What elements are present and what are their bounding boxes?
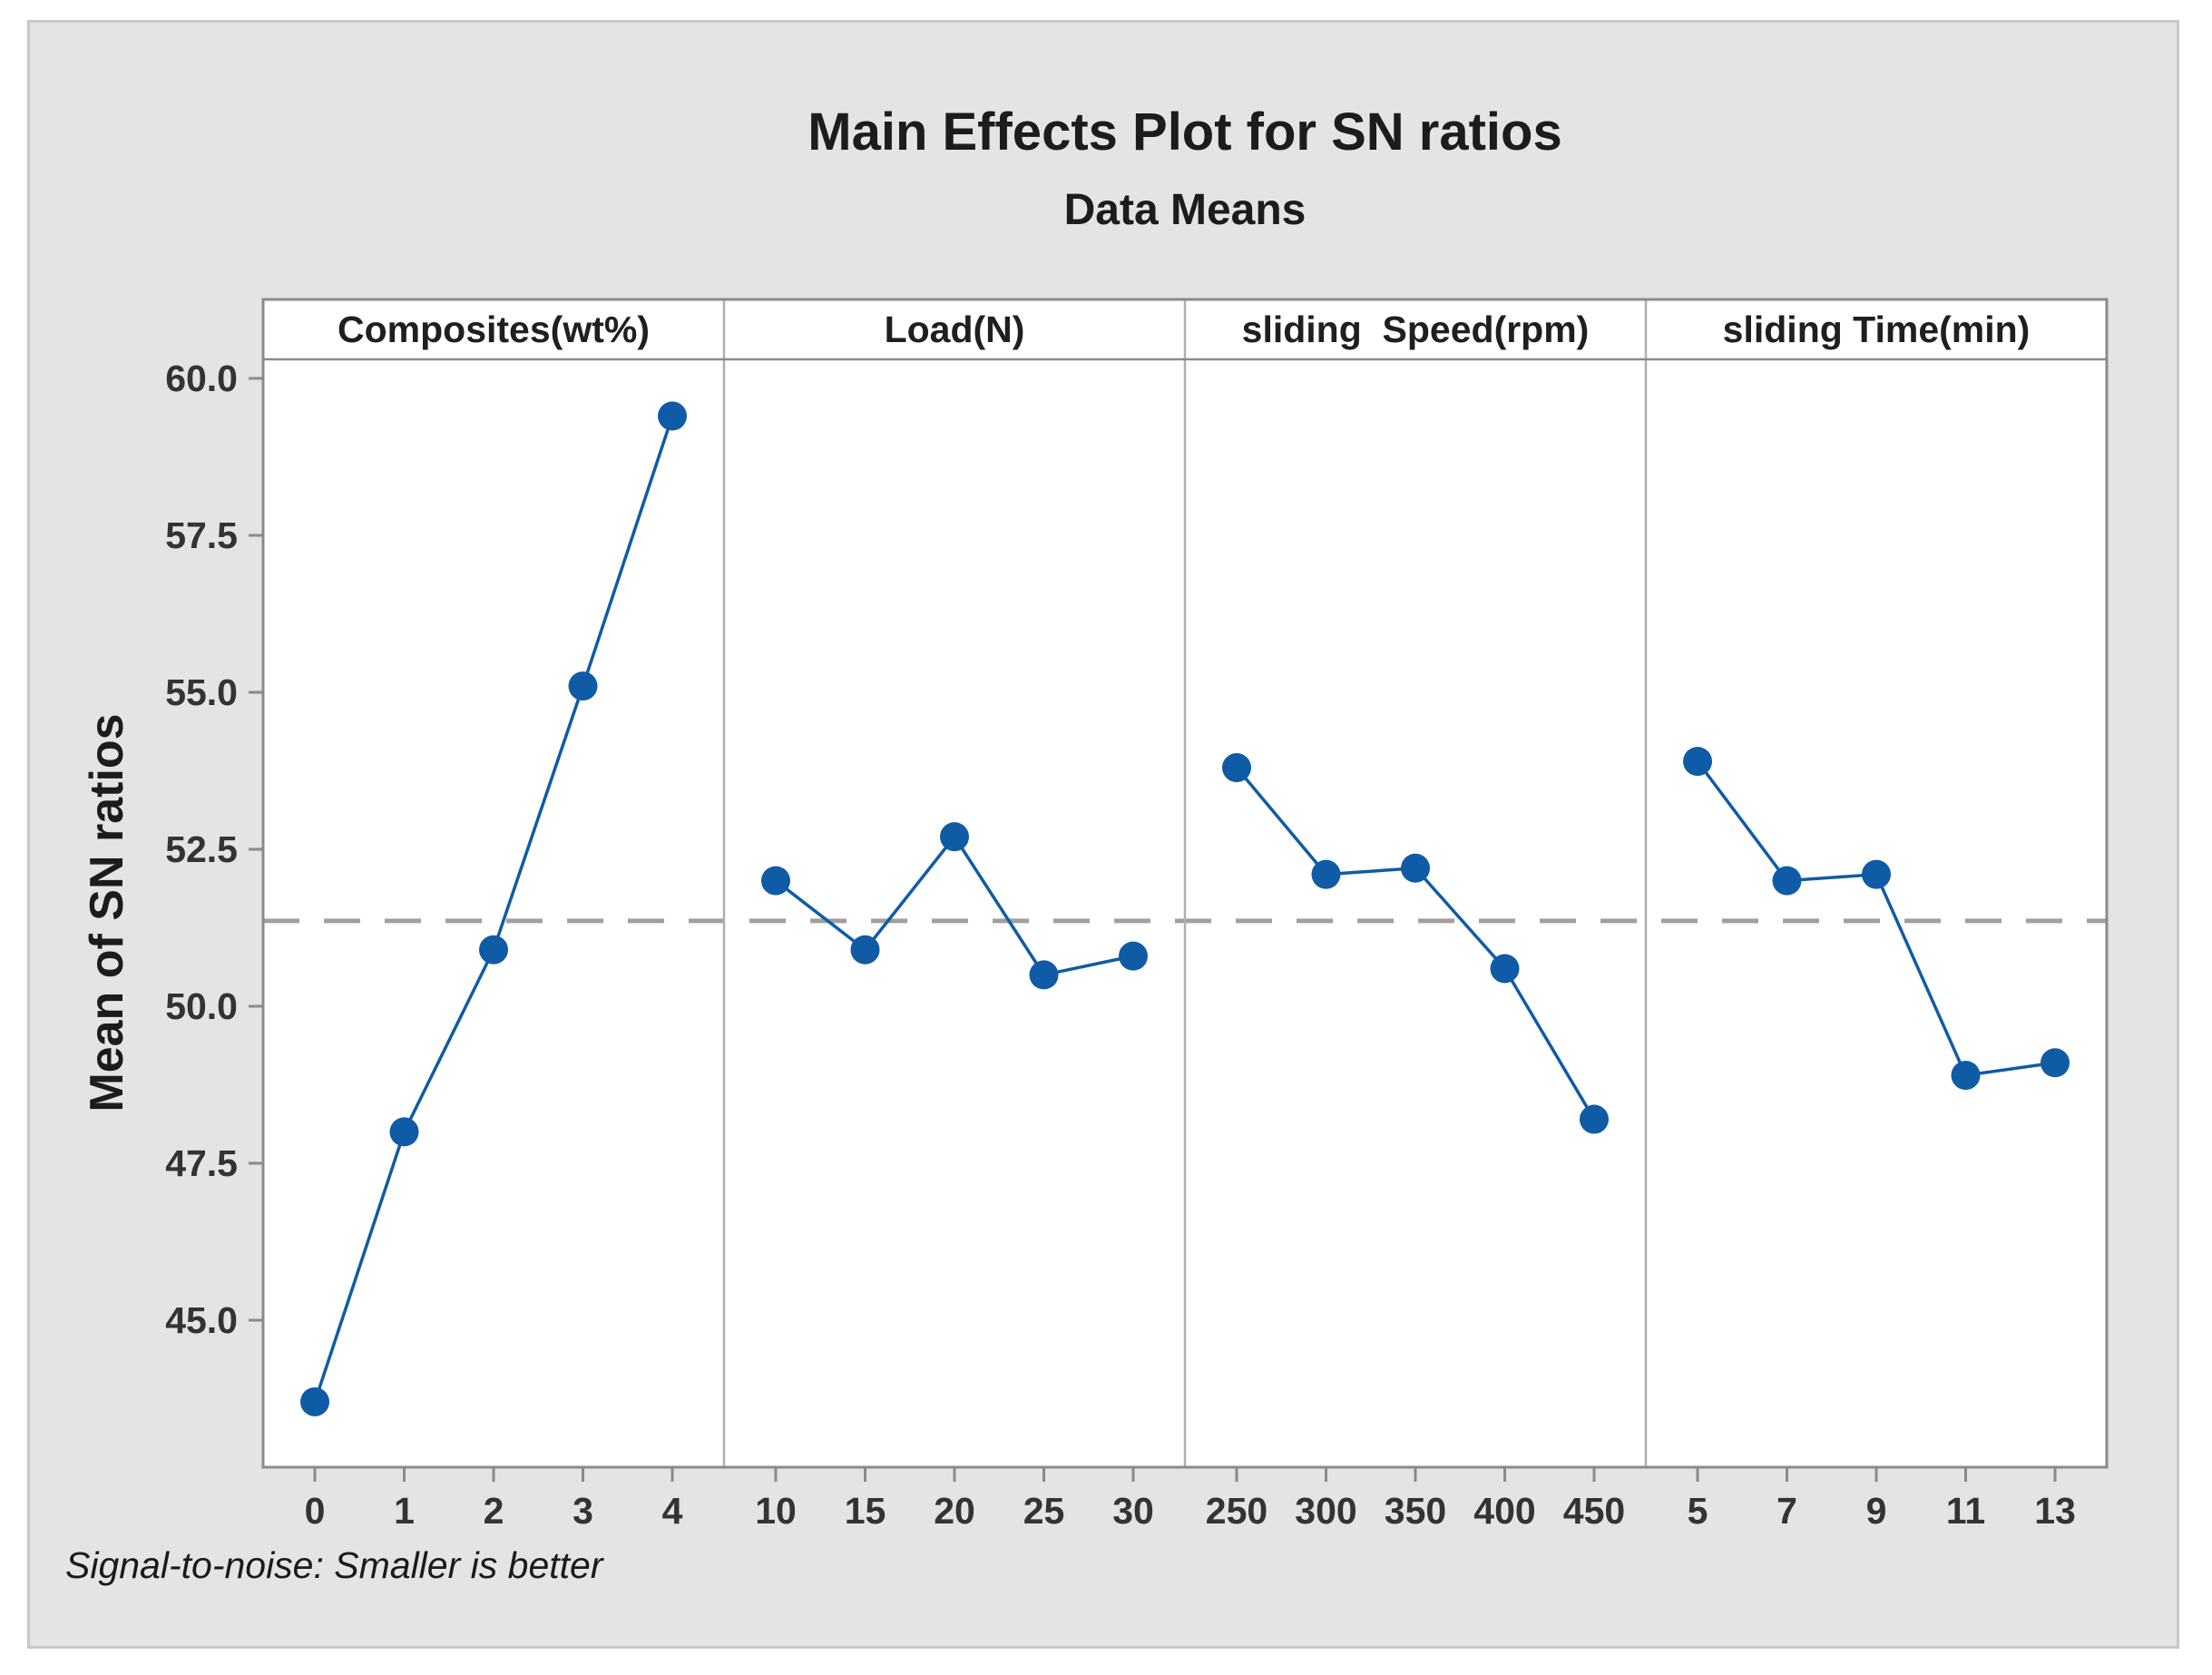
y-tick-label: 55.0 <box>165 671 238 713</box>
data-point <box>1401 853 1430 883</box>
x-tick-label: 15 <box>845 1490 886 1532</box>
data-point <box>1951 1061 1981 1091</box>
x-tick-label: 4 <box>662 1490 683 1532</box>
chart-title: Main Effects Plot for SN ratios <box>807 103 1562 162</box>
x-tick-label: 20 <box>934 1490 975 1532</box>
x-tick-label: 30 <box>1112 1490 1154 1532</box>
data-point <box>300 1386 329 1416</box>
data-point <box>1222 753 1251 783</box>
y-tick-label: 60.0 <box>165 358 238 399</box>
y-tick-label: 45.0 <box>165 1299 238 1341</box>
x-tick-label: 350 <box>1385 1490 1446 1532</box>
data-point <box>1311 859 1341 889</box>
footnote: Signal-to-noise: Smaller is better <box>65 1544 603 1586</box>
x-tick-label: 300 <box>1295 1490 1356 1532</box>
y-tick-label: 52.5 <box>165 828 238 870</box>
x-tick-label: 7 <box>1776 1490 1797 1532</box>
x-tick-label: 13 <box>2034 1490 2076 1532</box>
panel-header-label: sliding Speed(rpm) <box>1242 309 1590 350</box>
data-point <box>1772 866 1802 896</box>
data-point <box>1119 941 1148 971</box>
y-tick-label: 50.0 <box>165 985 238 1027</box>
x-tick-label: 1 <box>394 1490 415 1532</box>
x-tick-label: 25 <box>1023 1490 1065 1532</box>
data-point <box>940 822 969 852</box>
x-tick-label: 11 <box>1946 1490 1985 1532</box>
data-point <box>658 401 687 431</box>
x-tick-label: 450 <box>1563 1490 1625 1532</box>
data-point <box>389 1117 419 1147</box>
data-point <box>1862 859 1891 889</box>
x-tick-label: 9 <box>1866 1490 1887 1532</box>
panel-header-label: Composites(wt%) <box>338 309 650 350</box>
data-point <box>1683 747 1712 777</box>
x-tick-label: 5 <box>1688 1490 1708 1532</box>
data-point <box>1490 954 1520 984</box>
data-point <box>568 671 598 701</box>
data-point <box>850 935 880 965</box>
data-point <box>2041 1048 2070 1078</box>
plot-frame <box>261 298 2109 1469</box>
y-tick-label: 47.5 <box>165 1142 238 1184</box>
x-tick-label: 3 <box>573 1490 593 1532</box>
y-tick-label: 57.5 <box>165 514 238 556</box>
data-point <box>479 935 508 965</box>
data-point <box>1580 1104 1609 1134</box>
chart-subtitle: Data Means <box>1063 186 1307 234</box>
x-tick-label: 250 <box>1206 1490 1267 1532</box>
panel-header-label: Load(N) <box>885 309 1025 350</box>
x-tick-label: 2 <box>484 1490 504 1532</box>
x-tick-label: 400 <box>1473 1490 1535 1532</box>
x-tick-label: 0 <box>305 1490 326 1532</box>
x-tick-label: 10 <box>755 1490 797 1532</box>
panel-header-label: sliding Time(min) <box>1723 309 2031 350</box>
data-point <box>761 866 790 896</box>
data-point <box>1029 960 1059 990</box>
